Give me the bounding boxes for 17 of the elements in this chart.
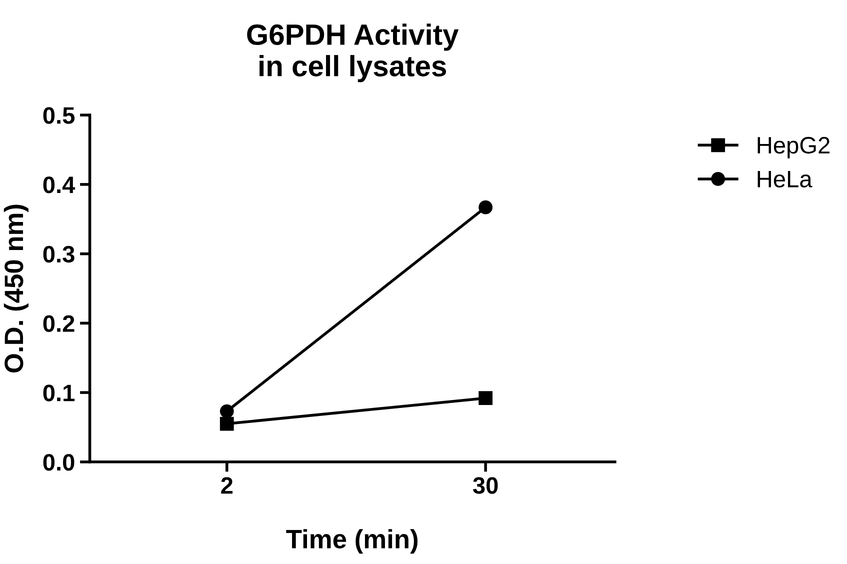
point <box>478 200 493 214</box>
y-tick-label: 0.3 <box>43 246 74 263</box>
x-axis-title: Time (min) <box>286 529 418 554</box>
legend-label: HeLa <box>758 170 812 188</box>
y-tick-label: 0.5 <box>43 107 75 124</box>
x-tick-label: 2 <box>221 477 233 494</box>
point <box>220 404 234 418</box>
y-tick-label: 0.0 <box>43 454 74 471</box>
x-tick-label: 30 <box>472 477 498 494</box>
y-tick-label: 0.1 <box>43 384 75 402</box>
chart-title: G6PDH Activity in cell lysates <box>247 24 459 82</box>
y-axis-title: O.D. (450 nm) <box>4 204 28 372</box>
y-tick-label: 0.4 <box>43 176 76 194</box>
point <box>220 416 234 431</box>
legend-label: HepG2 <box>758 136 830 158</box>
point <box>478 391 493 406</box>
y-tick-label: 0.2 <box>43 315 74 332</box>
